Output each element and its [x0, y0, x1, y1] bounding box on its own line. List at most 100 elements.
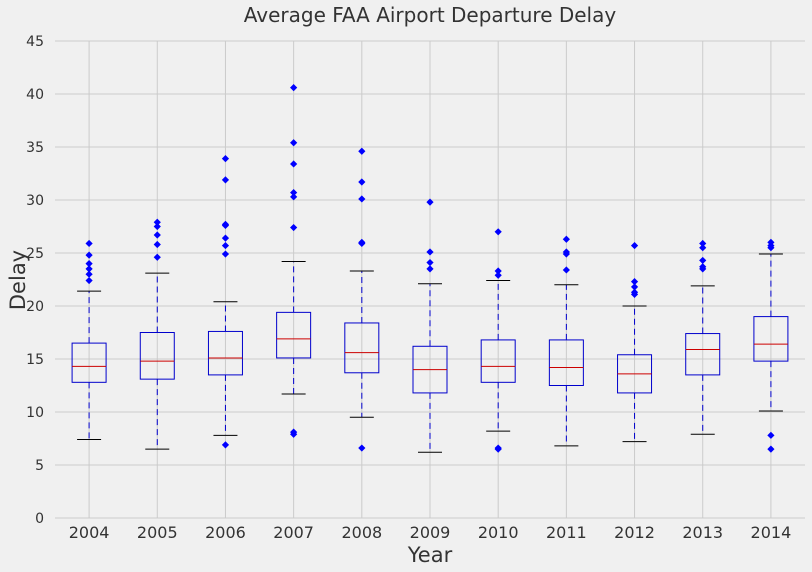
x-tick-label: 2013: [682, 523, 723, 542]
outlier-point: [85, 239, 93, 248]
iqr-box: [344, 322, 380, 374]
outlier-point: [290, 84, 298, 92]
outlier-point: [153, 240, 161, 249]
box-group-2006: [207, 155, 243, 449]
outlier-point: [221, 155, 230, 163]
outlier-point: [85, 265, 93, 273]
box-group-2004: [71, 239, 107, 441]
box-group-2005: [139, 218, 175, 450]
outlier-point: [494, 228, 502, 236]
iqr-box: [480, 339, 516, 383]
x-tick-label: 2004: [69, 523, 110, 542]
outlier-point: [85, 251, 93, 259]
tick-layer: 0 5 10 15 20 25 30 35 40 45 2004 2005 2006 2007 2008 20…: [26, 34, 791, 542]
outlier-point: [358, 238, 366, 246]
y-axis-label: Delay: [6, 250, 30, 310]
outlier-point: [426, 248, 434, 256]
outlier-point: [153, 231, 161, 239]
outlier-point: [221, 234, 230, 242]
outlier-point: [153, 218, 161, 226]
outlier-point: [699, 263, 707, 271]
outlier-point: [699, 256, 707, 265]
outlier-point: [767, 238, 775, 246]
box-group-2012: [617, 241, 653, 443]
iqr-box: [548, 339, 584, 387]
outlier-point: [358, 178, 366, 186]
chart-title: Average FAA Airport Departure Delay: [244, 3, 617, 27]
y-tick-label: 0: [35, 511, 44, 527]
outlier-point: [494, 444, 502, 452]
outlier-point: [494, 271, 502, 279]
x-axis-label: Year: [407, 543, 453, 567]
outlier-point: [630, 283, 639, 291]
iqr-box: [753, 316, 789, 362]
outlier-point: [153, 253, 161, 261]
outlier-point: [630, 288, 639, 296]
outlier-point: [630, 241, 639, 250]
box-group-2008: [344, 147, 380, 452]
outlier-point: [562, 248, 570, 256]
outlier-point: [290, 188, 298, 197]
outlier-point: [221, 241, 230, 250]
box-group-2011: [548, 235, 584, 447]
outlier-point: [767, 445, 775, 453]
outlier-point: [426, 258, 434, 267]
y-tick-label: 40: [26, 87, 44, 103]
y-tick-label: 20: [26, 299, 44, 315]
outlier-point: [494, 267, 502, 275]
outlier-point: [290, 160, 298, 168]
y-tick-label: 30: [26, 193, 44, 209]
iqr-box: [276, 311, 312, 359]
outlier-point: [221, 220, 230, 228]
y-tick-label: 10: [26, 405, 44, 421]
iqr-box: [685, 333, 721, 376]
iqr-box: [71, 342, 107, 383]
x-tick-label: 2014: [751, 523, 792, 542]
outlier-point: [290, 193, 298, 201]
y-tick-label: 35: [26, 140, 44, 156]
x-tick-label: 2011: [546, 523, 587, 542]
box-group-2010: [480, 228, 516, 453]
x-tick-label: 2010: [478, 523, 519, 542]
box-group-2013: [685, 239, 721, 435]
outlier-point: [290, 139, 298, 147]
outlier-point: [767, 431, 775, 439]
outlier-point: [630, 278, 639, 286]
outlier-point: [85, 276, 93, 285]
outlier-point: [358, 195, 366, 203]
box-group-2014: [753, 238, 789, 453]
outlier-point: [85, 270, 93, 278]
box-group-2009: [412, 198, 448, 453]
iqr-box: [207, 330, 243, 376]
outlier-point: [221, 250, 230, 258]
outlier-point: [426, 198, 434, 206]
x-tick-label: 2012: [614, 523, 655, 542]
outlier-point: [426, 265, 434, 273]
outlier-point: [562, 266, 570, 274]
x-tick-label: 2005: [137, 523, 178, 542]
outlier-point: [358, 444, 366, 452]
outlier-point: [85, 260, 93, 268]
box-layer: [71, 84, 789, 453]
outlier-point: [153, 222, 161, 231]
outlier-point: [221, 441, 230, 449]
y-tick-label: 15: [26, 352, 44, 368]
x-tick-label: 2008: [341, 523, 382, 542]
box-group-2007: [276, 84, 312, 438]
x-tick-label: 2007: [273, 523, 314, 542]
outlier-point: [699, 244, 707, 252]
outlier-point: [290, 428, 298, 436]
outlier-point: [290, 223, 298, 232]
y-tick-label: 45: [26, 34, 44, 50]
y-tick-label: 25: [26, 246, 44, 262]
outlier-point: [699, 239, 707, 248]
x-tick-label: 2006: [205, 523, 246, 542]
outlier-point: [221, 176, 230, 184]
outlier-point: [358, 147, 366, 155]
x-tick-label: 2009: [410, 523, 451, 542]
iqr-box: [139, 332, 175, 380]
y-tick-label: 5: [35, 458, 44, 474]
outlier-point: [562, 235, 570, 243]
